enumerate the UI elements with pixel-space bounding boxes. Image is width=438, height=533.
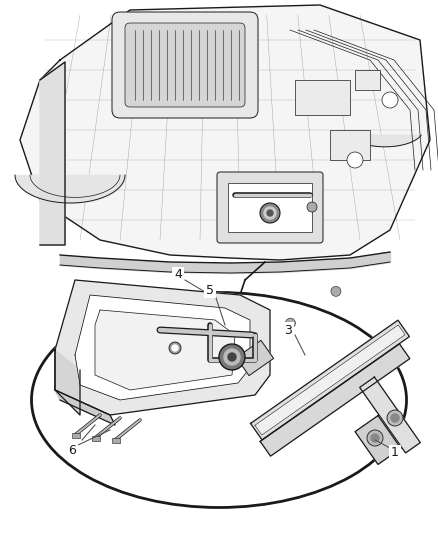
Bar bbox=[295, 80, 350, 115]
Circle shape bbox=[307, 202, 317, 212]
Circle shape bbox=[287, 182, 303, 198]
Polygon shape bbox=[355, 416, 401, 464]
Polygon shape bbox=[20, 5, 430, 260]
Circle shape bbox=[331, 286, 341, 296]
Polygon shape bbox=[55, 280, 270, 415]
Polygon shape bbox=[360, 377, 420, 453]
FancyBboxPatch shape bbox=[125, 23, 245, 107]
Circle shape bbox=[286, 318, 296, 328]
Circle shape bbox=[387, 410, 403, 426]
Circle shape bbox=[228, 353, 236, 361]
Bar bbox=[112, 438, 120, 443]
FancyBboxPatch shape bbox=[112, 12, 258, 118]
Polygon shape bbox=[40, 62, 65, 245]
Polygon shape bbox=[55, 350, 80, 415]
Bar bbox=[72, 433, 80, 438]
Circle shape bbox=[347, 152, 363, 168]
Circle shape bbox=[224, 349, 240, 365]
Circle shape bbox=[264, 207, 276, 219]
Ellipse shape bbox=[32, 293, 406, 507]
Bar bbox=[355, 70, 380, 90]
Polygon shape bbox=[55, 390, 115, 425]
Bar bbox=[228, 183, 312, 232]
Polygon shape bbox=[349, 135, 421, 147]
Circle shape bbox=[371, 434, 379, 442]
Text: 5: 5 bbox=[206, 284, 214, 296]
Bar bbox=[330, 130, 370, 160]
Circle shape bbox=[172, 345, 178, 351]
Polygon shape bbox=[237, 341, 274, 376]
Polygon shape bbox=[75, 295, 250, 400]
Circle shape bbox=[219, 344, 245, 370]
Polygon shape bbox=[260, 344, 410, 456]
Text: 3: 3 bbox=[284, 324, 292, 336]
Circle shape bbox=[169, 342, 181, 354]
Circle shape bbox=[382, 92, 398, 108]
Circle shape bbox=[260, 203, 280, 223]
Text: 4: 4 bbox=[174, 269, 182, 281]
Bar bbox=[92, 436, 100, 441]
Polygon shape bbox=[255, 325, 405, 435]
Circle shape bbox=[391, 414, 399, 422]
Polygon shape bbox=[251, 320, 410, 440]
FancyBboxPatch shape bbox=[217, 172, 323, 243]
Circle shape bbox=[267, 210, 273, 216]
Text: 1: 1 bbox=[391, 447, 399, 459]
Polygon shape bbox=[95, 310, 235, 390]
Text: 6: 6 bbox=[68, 443, 76, 456]
Circle shape bbox=[367, 430, 383, 446]
